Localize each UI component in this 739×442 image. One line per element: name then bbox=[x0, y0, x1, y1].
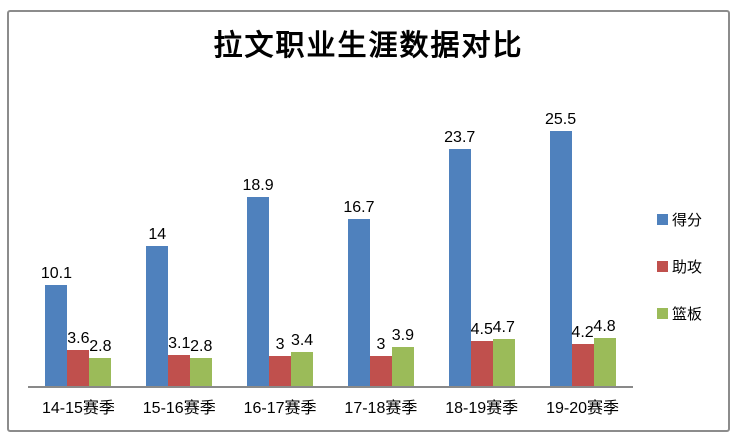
data-label-points-2: 18.9 bbox=[242, 176, 274, 194]
category-axis: 14-15赛季 15-16赛季 16-17赛季 17-18赛季 18-19赛季 19-20… bbox=[28, 394, 633, 418]
data-label-points-0: 10.1 bbox=[40, 264, 72, 282]
bar-assists-4: 4.5 bbox=[471, 321, 493, 386]
bar-assists-3: 3 bbox=[369, 336, 392, 386]
data-label-assists-1: 3.1 bbox=[168, 334, 191, 352]
bar-assists-0: 3.6 bbox=[67, 330, 90, 386]
category-label-0: 14-15赛季 bbox=[41, 400, 115, 417]
bar-rebounds-0: 2.8 bbox=[89, 338, 112, 386]
data-label-points-4: 23.7 bbox=[444, 128, 476, 146]
bar-points-0: 10.1 bbox=[41, 265, 72, 386]
x-axis-line bbox=[28, 386, 633, 388]
bar-points-5: 25.5 bbox=[545, 111, 576, 386]
bar-group-19-20赛季: 25.5 4.2 4.8 bbox=[532, 106, 633, 386]
data-label-assists-3: 3 bbox=[376, 335, 386, 353]
category-label-1: 15-16赛季 bbox=[142, 400, 216, 417]
category-label-4: 18-19赛季 bbox=[445, 400, 519, 417]
data-label-rebounds-2: 3.4 bbox=[290, 331, 314, 349]
data-label-assists-5: 4.2 bbox=[571, 323, 594, 341]
data-label-rebounds-5: 4.8 bbox=[593, 317, 616, 335]
category-label-2: 16-17赛季 bbox=[243, 400, 317, 417]
chart-frame: 拉文职业生涯数据对比 10.1 3.6 2.8 14 3.1 2.8 18.9 3 3.4 16.… bbox=[7, 10, 730, 432]
bar-assists-5: 4.2 bbox=[571, 324, 594, 386]
data-label-points-1: 14 bbox=[148, 225, 167, 243]
chart-title: 拉文职业生涯数据对比 bbox=[213, 30, 524, 62]
data-label-assists-0: 3.6 bbox=[67, 329, 90, 347]
data-label-points-3: 16.7 bbox=[343, 198, 375, 216]
data-label-assists-4: 4.5 bbox=[470, 320, 493, 338]
bar-rebounds-5: 4.8 bbox=[593, 318, 616, 386]
legend-item-points: 得分 bbox=[657, 209, 702, 230]
bar-rebounds-1: 2.8 bbox=[190, 338, 212, 386]
legend-item-assists: 助攻 bbox=[657, 256, 702, 277]
legend-swatch-rebounds bbox=[657, 308, 668, 319]
bar-assists-2: 3 bbox=[269, 336, 292, 386]
legend-label-points: 得分 bbox=[672, 212, 703, 229]
category-label-5: 19-20赛季 bbox=[546, 400, 620, 417]
bar-rebounds-4: 4.7 bbox=[493, 319, 515, 386]
category-label-3: 17-18赛季 bbox=[344, 400, 418, 417]
bar-rebounds-2: 3.4 bbox=[291, 332, 313, 386]
bar-group-15-16赛季: 14 3.1 2.8 bbox=[129, 106, 230, 386]
data-label-rebounds-3: 3.9 bbox=[391, 326, 415, 344]
data-label-rebounds-4: 4.7 bbox=[492, 318, 515, 336]
bar-group-18-19赛季: 23.7 4.5 4.7 bbox=[431, 106, 532, 386]
bar-points-2: 18.9 bbox=[242, 177, 274, 386]
bar-group-16-17赛季: 18.9 3 3.4 bbox=[230, 106, 331, 386]
legend-swatch-points bbox=[657, 214, 668, 225]
legend: 得分 助攻 篮板 bbox=[657, 209, 702, 324]
legend-label-rebounds: 篮板 bbox=[672, 306, 703, 323]
data-label-assists-2: 3 bbox=[275, 335, 285, 353]
bar-points-4: 23.7 bbox=[444, 129, 475, 386]
plot-area: 10.1 3.6 2.8 14 3.1 2.8 18.9 3 3.4 16.7 3 3.9 23.7 4.… bbox=[28, 106, 633, 386]
bar-group-14-15赛季: 10.1 3.6 2.8 bbox=[28, 106, 129, 386]
bar-assists-1: 3.1 bbox=[168, 335, 190, 386]
bar-points-3: 16.7 bbox=[343, 199, 374, 386]
bar-points-1: 14 bbox=[146, 226, 169, 386]
legend-swatch-assists bbox=[657, 261, 668, 272]
data-label-points-5: 25.5 bbox=[544, 110, 577, 128]
legend-item-rebounds: 篮板 bbox=[657, 303, 702, 324]
data-label-rebounds-1: 2.8 bbox=[190, 337, 213, 355]
legend-label-assists: 助攻 bbox=[672, 259, 703, 276]
bar-rebounds-3: 3.9 bbox=[392, 327, 414, 386]
data-label-rebounds-0: 2.8 bbox=[89, 337, 112, 355]
bar-group-17-18赛季: 16.7 3 3.9 bbox=[330, 106, 431, 386]
